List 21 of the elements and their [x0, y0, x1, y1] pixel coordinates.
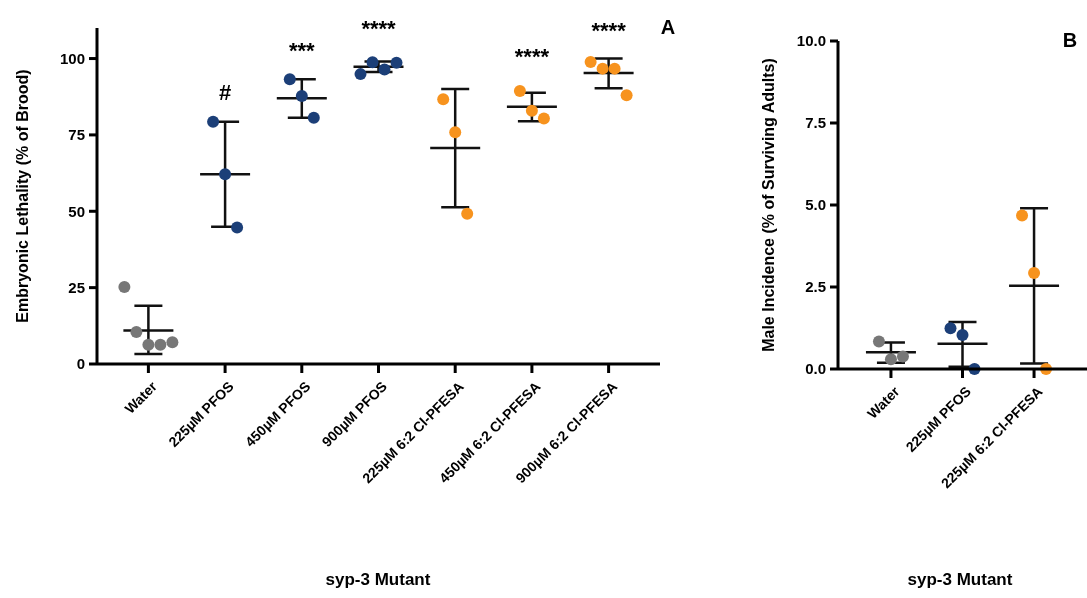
- annotation: ***: [288, 38, 316, 63]
- y-tick-label: 0: [76, 355, 85, 373]
- y-tick-label: 7.5: [805, 114, 826, 132]
- y-tick-label: 0.0: [805, 360, 826, 378]
- y-axis-title: Male Incidence (% of Surviving Adults): [759, 58, 777, 352]
- annotation: ****: [591, 18, 627, 43]
- text: A: [660, 16, 676, 38]
- annotation: #: [218, 80, 232, 105]
- annotation: B: [1062, 29, 1078, 51]
- annotation: ****: [514, 44, 550, 69]
- x-axis-title: syp-3 Mutant: [325, 570, 431, 589]
- y-tick-label: 10.0: [796, 32, 826, 50]
- y-tick-label: 50: [68, 202, 85, 220]
- y-tick-label: 5.0: [805, 196, 826, 214]
- y-tick-label: 100: [59, 49, 85, 67]
- x-axis-title: syp-3 Mutant: [907, 570, 1013, 589]
- y-tick-label: 25: [68, 278, 85, 296]
- y-axis-title: Embryonic Lethality (% of Brood): [13, 69, 31, 323]
- y-tick-label: 75: [68, 126, 85, 144]
- y-tick-label: 2.5: [805, 278, 826, 296]
- annotation: ****: [361, 16, 397, 41]
